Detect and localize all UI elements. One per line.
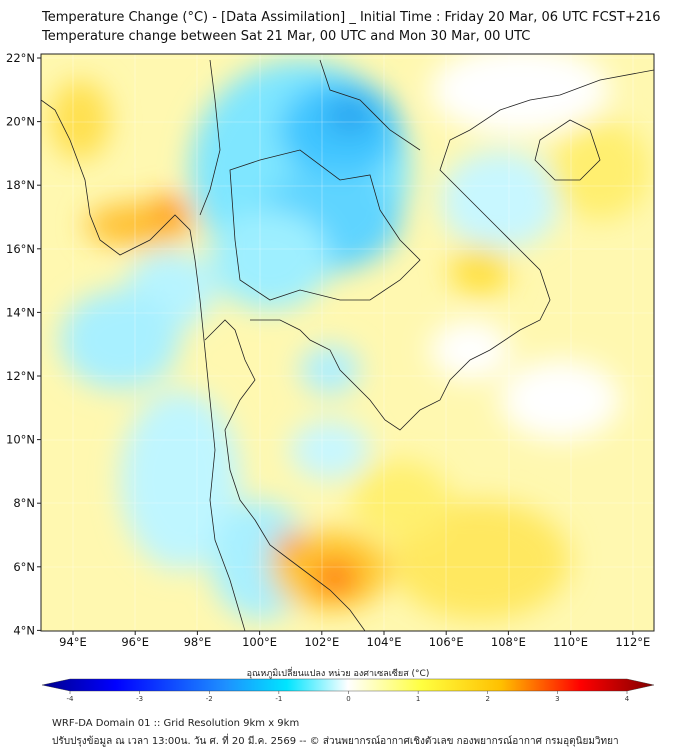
footer-model-info: WRF-DA Domain 01 :: Grid Resolution 9km …: [52, 718, 300, 729]
lon-tick-label: 96°E: [121, 635, 149, 649]
lon-tick-label: 100°E: [242, 635, 277, 649]
lat-tick-label: 14°N: [6, 305, 35, 319]
lat-tick-label: 12°N: [6, 369, 35, 383]
colorbar-label: อุณหภูมิเปลี่ยนแปลง หน่วย องศาเซลเซียส (…: [246, 669, 430, 679]
colorbar-tick-label: -3: [136, 695, 143, 703]
colorbar-tick-label: 1: [416, 695, 420, 703]
footer-update-credit: ปรับปรุงข้อมูล ณ เวลา 13:00น. วัน ศ. ที่…: [52, 736, 619, 747]
lat-tick-label: 10°N: [6, 433, 35, 447]
colorbar-tick-label: -1: [275, 695, 282, 703]
lat-tick-label: 20°N: [6, 115, 35, 129]
colorbar: -4 -3 -2 -1 0 1 2 3 4: [41, 678, 655, 703]
colorbar-tick-label: -4: [67, 695, 75, 703]
lon-tick-label: 112°E: [615, 635, 650, 649]
colorbar-ramp: [41, 678, 655, 692]
lon-tick-label: 110°E: [553, 635, 588, 649]
map-frame: [40, 53, 655, 632]
colorbar-tick-label: 3: [555, 695, 559, 703]
lat-tick-label: 4°N: [13, 623, 35, 637]
lon-tick-label: 108°E: [491, 635, 526, 649]
colorbar-tick-label: 2: [486, 695, 490, 703]
colorbar-tick-label: -2: [206, 695, 213, 703]
lon-tick-label: 102°E: [304, 635, 339, 649]
field-layer: [41, 54, 654, 631]
lon-tick-label: 98°E: [184, 635, 212, 649]
lon-tick-label: 106°E: [429, 635, 464, 649]
lat-tick-label: 22°N: [6, 51, 35, 65]
lon-tick-label: 104°E: [367, 635, 402, 649]
map-title: Temperature Change (°C) - [Data Assimila…: [42, 10, 661, 25]
lat-tick-label: 18°N: [6, 178, 35, 192]
lon-tick-label: 94°E: [59, 635, 87, 649]
longitude-axis: 94°E 96°E 98°E 100°E 102°E 104°E 106°E 108°E 110…: [59, 631, 650, 649]
colorbar-tick-label: 0: [346, 695, 350, 703]
lat-tick-label: 6°N: [13, 560, 35, 574]
latitude-axis: 22°N 20°N 18°N 16°N 14°N 12°N 10°N 8°N 6°N 4°N: [6, 51, 41, 637]
lat-tick-label: 16°N: [6, 242, 35, 256]
gridlines: [41, 54, 654, 631]
colorbar-tick-label: 4: [625, 695, 630, 703]
map-subtitle: Temperature change between Sat 21 Mar, 0…: [42, 29, 531, 44]
lat-tick-label: 8°N: [13, 496, 35, 510]
coastlines: [41, 59, 654, 631]
